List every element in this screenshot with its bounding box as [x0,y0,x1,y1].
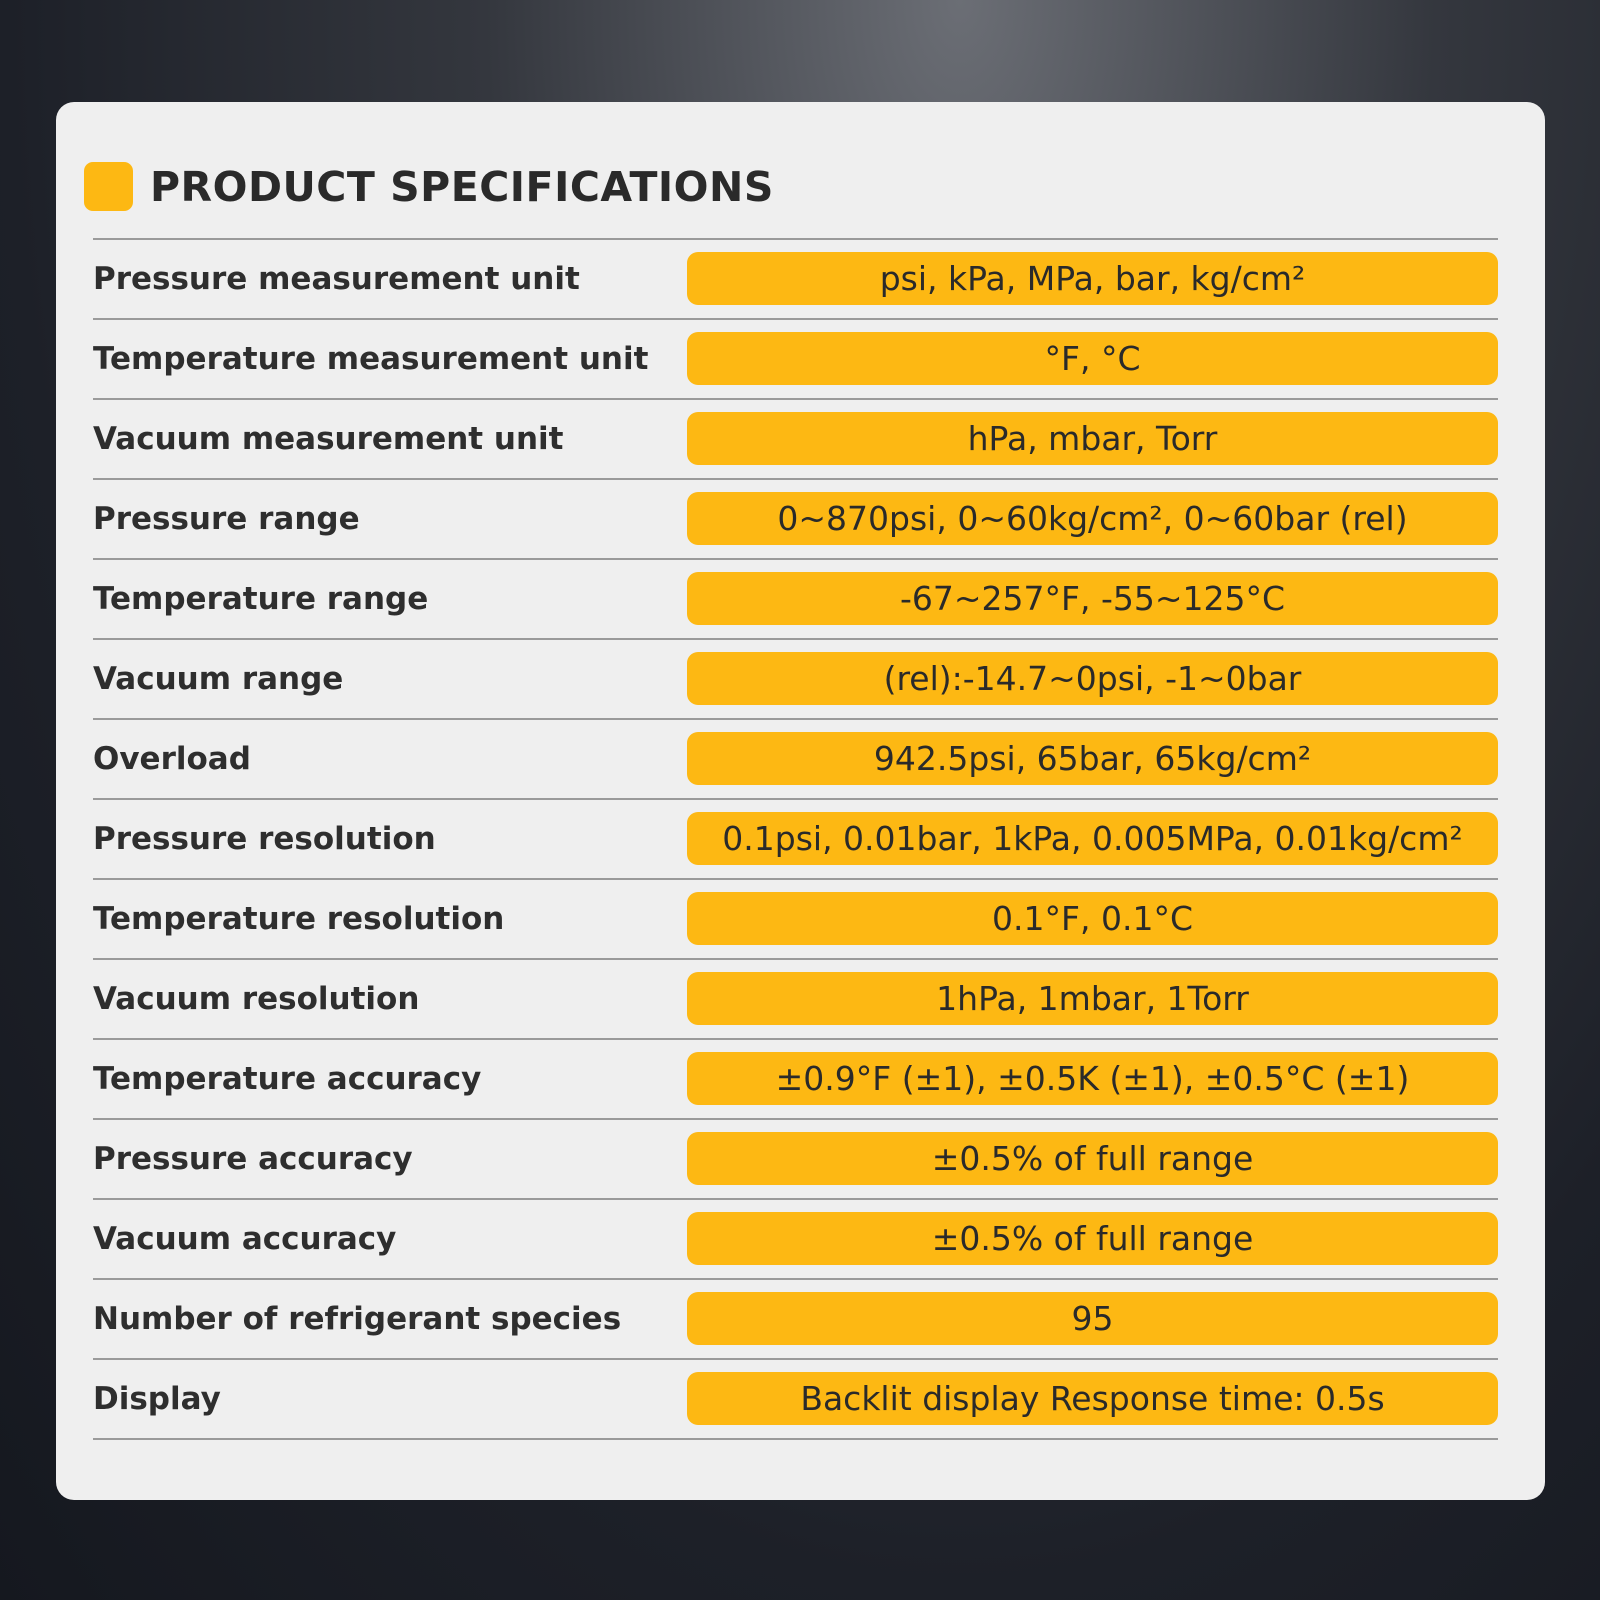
spec-value: 0~870psi, 0~60kg/cm², 0~60bar (rel) [687,492,1498,545]
spec-value: hPa, mbar, Torr [687,412,1498,465]
spec-value: 0.1psi, 0.01bar, 1kPa, 0.005MPa, 0.01kg/… [687,812,1498,865]
spec-card: PRODUCT SPECIFICATIONS Pressure measurem… [56,102,1545,1500]
spec-row: Temperature resolution 0.1°F, 0.1°C [93,880,1498,960]
spec-row: Display Backlit display Response time: 0.… [93,1360,1498,1440]
spec-label: Temperature resolution [93,901,505,937]
spec-value: -67~257°F, -55~125°C [687,572,1498,625]
spec-label: Temperature accuracy [93,1061,482,1097]
spec-value: 95 [687,1292,1498,1345]
spec-label: Temperature measurement unit [93,341,649,377]
spec-label: Pressure resolution [93,821,436,857]
spec-row: Pressure resolution 0.1psi, 0.01bar, 1kPa… [93,800,1498,880]
spec-label: Pressure measurement unit [93,261,580,297]
spec-label: Vacuum resolution [93,981,420,1017]
title: PRODUCT SPECIFICATIONS [150,163,774,211]
spec-row: Temperature accuracy ±0.9°F (±1), ±0.5K (… [93,1040,1498,1120]
spec-value: °F, °C [687,332,1498,385]
spec-value: 942.5psi, 65bar, 65kg/cm² [687,732,1498,785]
spec-label: Vacuum measurement unit [93,421,564,457]
spec-label: Vacuum range [93,661,344,697]
spec-row: Pressure range 0~870psi, 0~60kg/cm², 0~60… [93,480,1498,560]
title-badge [84,162,133,211]
spec-row: Vacuum resolution 1hPa, 1mbar, 1Torr [93,960,1498,1040]
spec-row: Vacuum accuracy ±0.5% of full range [93,1200,1498,1280]
spec-value: ±0.5% of full range [687,1132,1498,1185]
spec-row: Pressure measurement unit psi, kPa, MPa, … [93,240,1498,320]
spec-label: Temperature range [93,581,429,617]
spec-row: Overload 942.5psi, 65bar, 65kg/cm² [93,720,1498,800]
spec-label: Vacuum accuracy [93,1221,397,1257]
spec-label: Pressure range [93,501,360,537]
spec-value: 0.1°F, 0.1°C [687,892,1498,945]
spec-value: Backlit display Response time: 0.5s [687,1372,1498,1425]
spec-value: (rel):-14.7~0psi, -1~0bar [687,652,1498,705]
spec-label: Overload [93,741,251,777]
spec-row: Pressure accuracy ±0.5% of full range [93,1120,1498,1200]
spec-row: Number of refrigerant species 95 [93,1280,1498,1360]
spec-table: Pressure measurement unit psi, kPa, MPa, … [93,238,1498,1440]
spec-row: Temperature range -67~257°F, -55~125°C [93,560,1498,640]
spec-value: psi, kPa, MPa, bar, kg/cm² [687,252,1498,305]
spec-value: ±0.5% of full range [687,1212,1498,1265]
spec-label: Number of refrigerant species [93,1301,622,1337]
spec-value: ±0.9°F (±1), ±0.5K (±1), ±0.5°C (±1) [687,1052,1498,1105]
spec-label: Display [93,1381,221,1417]
spec-label: Pressure accuracy [93,1141,413,1177]
spec-row: Vacuum measurement unit hPa, mbar, Torr [93,400,1498,480]
spec-row: Temperature measurement unit °F, °C [93,320,1498,400]
spec-value: 1hPa, 1mbar, 1Torr [687,972,1498,1025]
spec-row: Vacuum range (rel):-14.7~0psi, -1~0bar [93,640,1498,720]
